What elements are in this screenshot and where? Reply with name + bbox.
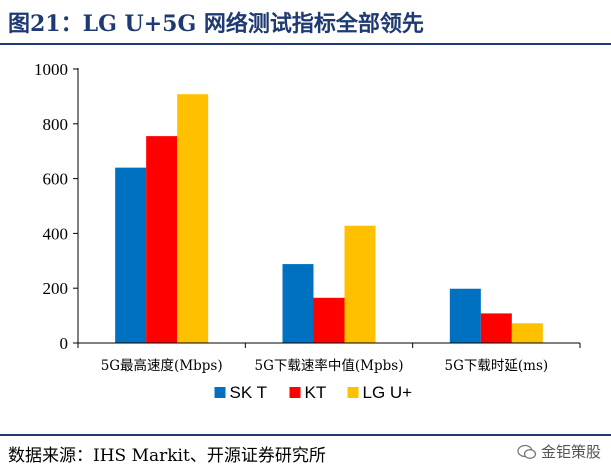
bar bbox=[511, 323, 543, 343]
bar bbox=[115, 167, 147, 343]
y-tick-label: 800 bbox=[43, 115, 69, 134]
x-axis: 5G最高速度(Mbps) 5G下载速率中值(Mpbs) 5G下载时延(ms) bbox=[101, 357, 548, 374]
wechat-icon bbox=[517, 444, 537, 459]
footer-divider bbox=[0, 434, 611, 436]
watermark-text: 金钜策股 bbox=[540, 443, 601, 461]
legend-label: LG U+ bbox=[363, 383, 413, 402]
legend-swatch bbox=[289, 387, 301, 398]
bar bbox=[480, 313, 512, 343]
bar bbox=[146, 136, 178, 343]
bar bbox=[344, 225, 376, 343]
bar-chart: 0 200 400 600 800 1000 5G最高速度(Mbps) 5G下载速率中值(M… bbox=[34, 60, 581, 402]
legend: SK T KT LG U+ bbox=[214, 383, 413, 402]
y-tick-label: 0 bbox=[60, 334, 69, 353]
legend-swatch bbox=[214, 387, 226, 398]
y-tick-label: 600 bbox=[43, 170, 69, 189]
category-label: 5G最高速度(Mbps) bbox=[101, 357, 223, 374]
y-tick-label: 1000 bbox=[34, 60, 68, 79]
title-divider bbox=[0, 43, 611, 45]
legend-label: SK T bbox=[230, 383, 267, 402]
legend-swatch bbox=[347, 387, 359, 398]
axes bbox=[77, 68, 581, 348]
y-tick-label: 400 bbox=[43, 224, 69, 243]
bar bbox=[177, 94, 209, 343]
watermark: 金钜策股 bbox=[517, 441, 601, 462]
category-label: 5G下载时延(ms) bbox=[445, 358, 549, 374]
chart-title: 图21：LG U+5G 网络测试指标全部领先 bbox=[8, 11, 424, 37]
legend-label: KT bbox=[305, 383, 327, 402]
bar bbox=[282, 264, 314, 343]
y-tick-label: 200 bbox=[43, 279, 69, 298]
bar bbox=[313, 297, 345, 343]
bar bbox=[449, 288, 481, 343]
y-axis: 0 200 400 600 800 1000 bbox=[34, 60, 78, 353]
source-note: 数据来源：IHS Markit、开源证券研究所 bbox=[8, 446, 326, 466]
bars bbox=[115, 94, 543, 343]
category-label: 5G下载速率中值(Mpbs) bbox=[255, 357, 404, 374]
